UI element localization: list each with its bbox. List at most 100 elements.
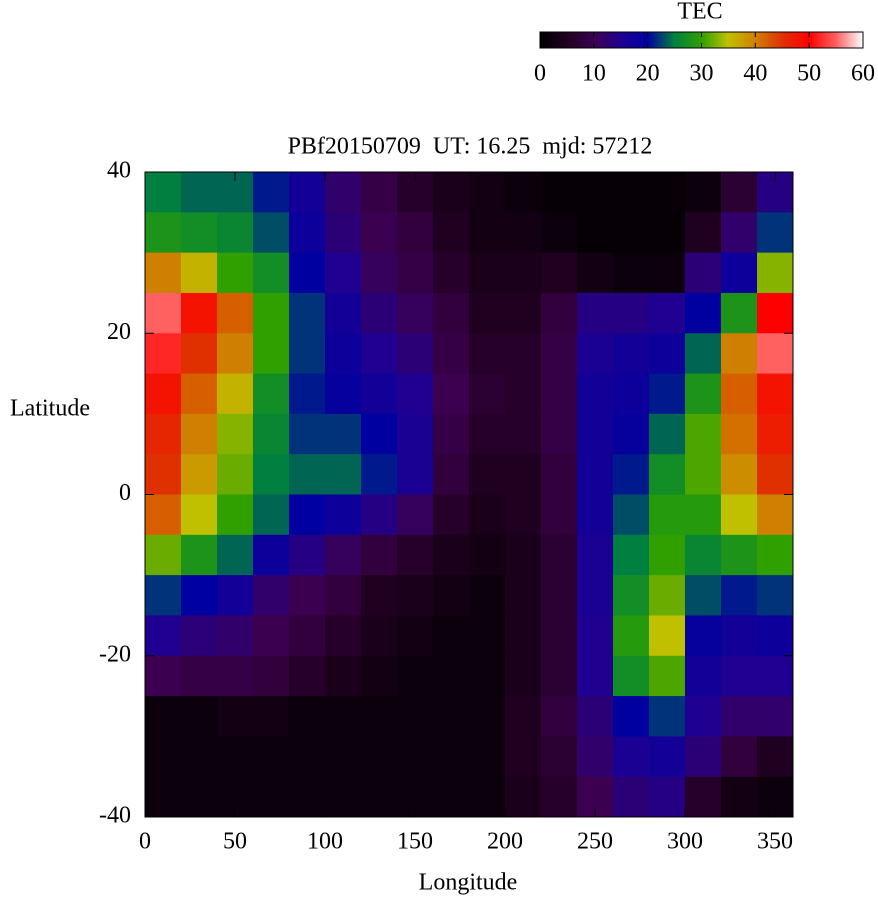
heatmap-cell <box>577 494 614 536</box>
heatmap-cell <box>505 615 542 657</box>
heatmap-cell <box>145 655 182 697</box>
heatmap-cell <box>505 534 542 576</box>
colorbar-tick-label: 60 <box>851 61 875 87</box>
heatmap-cell <box>757 454 794 495</box>
heatmap-cell <box>217 413 254 455</box>
heatmap-cell <box>757 212 794 254</box>
heatmap-cell <box>649 413 686 455</box>
heatmap-cell <box>217 454 254 495</box>
heatmap-cell <box>577 534 614 576</box>
x-tick-label: 50 <box>223 829 247 855</box>
heatmap-cell <box>361 212 398 254</box>
colorbar-label: TEC <box>677 0 722 25</box>
heatmap-cell <box>613 454 650 495</box>
heatmap-cell <box>289 534 326 576</box>
heatmap-cell <box>397 454 434 495</box>
heatmap-cell <box>541 454 578 495</box>
heatmap-cell <box>685 534 722 576</box>
heatmap-cell <box>757 333 794 375</box>
heatmap-cell <box>541 333 578 375</box>
heatmap-cell <box>469 413 506 455</box>
heatmap-cell <box>757 615 794 657</box>
heatmap-cell <box>505 655 542 697</box>
heatmap-cell <box>505 494 542 536</box>
heatmap-cell <box>145 494 182 536</box>
heatmap-cell <box>541 373 578 415</box>
heatmap-cell <box>505 172 542 213</box>
heatmap-cell <box>325 413 362 455</box>
heatmap-cell <box>217 615 254 657</box>
heatmap-cell <box>181 252 218 294</box>
heatmap-cell <box>361 534 398 576</box>
heatmap-cell <box>361 172 398 213</box>
heatmap-cell <box>613 615 650 657</box>
heatmap-cell <box>541 615 578 657</box>
heatmap-cell <box>685 736 722 778</box>
heatmap-cell <box>145 252 182 294</box>
heatmap-cell <box>649 575 686 616</box>
heatmap-cell <box>721 373 758 415</box>
heatmap-cell <box>469 172 506 213</box>
heatmap-cell <box>505 736 542 778</box>
heatmap-cell <box>469 534 506 576</box>
heatmap-cell <box>541 212 578 254</box>
heatmap-cell <box>505 454 542 495</box>
heatmap-cell <box>577 413 614 455</box>
heatmap-cell <box>253 736 290 778</box>
heatmap-cell <box>253 454 290 495</box>
heatmap-cell <box>253 534 290 576</box>
heatmap-cell <box>361 454 398 495</box>
colorbar-tick-label: 50 <box>797 61 821 87</box>
y-tick-label: 0 <box>119 480 131 506</box>
heatmap-cell <box>181 655 218 697</box>
heatmap-cell <box>613 696 650 737</box>
heatmap-cell <box>649 212 686 254</box>
heatmap-cell <box>469 454 506 495</box>
heatmap-cell <box>289 373 326 415</box>
heatmap-cell <box>469 655 506 697</box>
heatmap-cell <box>433 252 470 294</box>
heatmap-cell <box>181 413 218 455</box>
heatmap-cell <box>469 252 506 294</box>
heatmap-cell <box>181 172 218 213</box>
heatmap-cell <box>721 655 758 697</box>
heatmap-cell <box>181 696 218 737</box>
heatmap-cell <box>685 454 722 495</box>
heatmap-cell <box>181 615 218 657</box>
heatmap-cell <box>253 413 290 455</box>
heatmap-cell <box>757 655 794 697</box>
colorbar-tick-label: 30 <box>690 61 714 87</box>
heatmap-cell <box>397 575 434 616</box>
heatmap-cell <box>145 454 182 495</box>
heatmap-cell <box>253 252 290 294</box>
y-tick-label: -20 <box>99 641 131 667</box>
heatmap-cell <box>433 494 470 536</box>
heatmap-cell <box>469 494 506 536</box>
heatmap-cell <box>325 534 362 576</box>
heatmap-cell <box>541 776 578 818</box>
heatmap-cell <box>721 494 758 536</box>
heatmap-cell <box>541 534 578 576</box>
heatmap-cell <box>685 333 722 375</box>
heatmap-cell <box>649 292 686 334</box>
heatmap-cell <box>361 696 398 737</box>
heatmap-cell <box>361 333 398 375</box>
heatmap-cell <box>325 333 362 375</box>
heatmap-cell <box>541 292 578 334</box>
heatmap-cell <box>721 534 758 576</box>
heatmap-cell <box>145 575 182 616</box>
heatmap-cell <box>397 212 434 254</box>
heatmap-cell <box>217 292 254 334</box>
heatmap-cell <box>397 292 434 334</box>
heatmap-cell <box>505 413 542 455</box>
heatmap-cell <box>541 252 578 294</box>
x-tick-label: 200 <box>487 829 523 855</box>
heatmap-cell <box>649 655 686 697</box>
heatmap-cell <box>649 494 686 536</box>
y-tick-label: 20 <box>107 319 131 345</box>
y-tick-label: -40 <box>99 803 131 829</box>
heatmap-cell <box>613 333 650 375</box>
heatmap-cell <box>217 494 254 536</box>
heatmap-cell <box>145 696 182 737</box>
heatmap-cell <box>613 413 650 455</box>
